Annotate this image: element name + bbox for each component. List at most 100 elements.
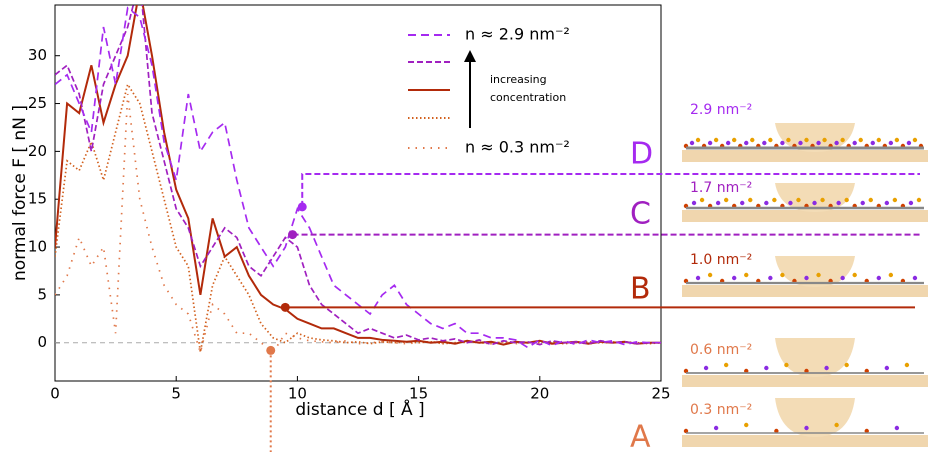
- molecule: [691, 200, 697, 206]
- concentration-label: 0.3 nm⁻²: [690, 402, 752, 418]
- substrate: [682, 285, 928, 297]
- molecule: [788, 200, 793, 206]
- molecule: [744, 140, 749, 146]
- molecule: [876, 137, 881, 143]
- marker: [266, 345, 276, 355]
- substrate: [682, 435, 928, 447]
- molecule: [683, 428, 689, 434]
- molecule: [894, 137, 900, 143]
- molecule: [852, 272, 857, 278]
- tip: [775, 398, 855, 437]
- molecule: [723, 362, 729, 368]
- molecule: [744, 272, 749, 278]
- legend-label: n ≈ 0.3 nm⁻²: [465, 138, 570, 157]
- molecule: [786, 137, 791, 143]
- molecule: [764, 200, 769, 206]
- molecule: [689, 140, 695, 146]
- molecule: [804, 425, 809, 431]
- series-group: [55, 5, 661, 356]
- molecule: [836, 200, 841, 206]
- molecule: [892, 197, 898, 203]
- concentration-label: 1.0 nm⁻²: [690, 252, 752, 268]
- y-tick-label: 20: [28, 142, 47, 160]
- molecule: [834, 422, 839, 428]
- molecule: [888, 272, 894, 278]
- molecule: [744, 368, 749, 374]
- y-tick-label: 5: [37, 285, 47, 303]
- molecule: [732, 275, 737, 281]
- x-tick-label: 15: [409, 385, 428, 403]
- molecule: [858, 137, 863, 143]
- molecule: [864, 368, 869, 374]
- molecule: [822, 137, 827, 143]
- y-tick-label: 30: [28, 46, 47, 64]
- molecule: [912, 137, 918, 143]
- plot-area: 0 5 10 15 20 25 0 5 10 15 20 25 30 n ≈ 2.9 nm⁻² n ≈ 0.…: [28, 4, 920, 452]
- molecule: [876, 275, 881, 281]
- molecule: [707, 272, 713, 278]
- molecule: [908, 200, 914, 206]
- molecule: [740, 200, 745, 206]
- molecule: [699, 197, 705, 203]
- molecule: [820, 197, 825, 203]
- tip: [775, 338, 855, 377]
- molecule: [870, 140, 875, 146]
- plot-frame: [54, 4, 662, 382]
- molecule: [683, 368, 689, 374]
- marker: [288, 230, 298, 240]
- molecule: [750, 137, 755, 143]
- y-tick-label: 0: [37, 333, 47, 351]
- panel-letter: D: [630, 137, 653, 172]
- legend-label: n ≈ 2.9 nm⁻²: [465, 25, 570, 44]
- x-tick-label: 0: [50, 385, 60, 403]
- panel-letter: B: [630, 272, 651, 307]
- panel-letter: C: [630, 197, 651, 232]
- y-axis-label: normal force F [ nN ]: [10, 105, 30, 281]
- molecule: [894, 425, 900, 431]
- molecule: [780, 140, 785, 146]
- molecule: [774, 428, 779, 434]
- molecule: [840, 137, 845, 143]
- molecule: [888, 140, 894, 146]
- substrate: [682, 375, 928, 387]
- molecule: [816, 272, 821, 278]
- molecule: [804, 275, 809, 281]
- molecule: [906, 140, 912, 146]
- molecule: [834, 140, 839, 146]
- molecule: [798, 140, 803, 146]
- legend-note: concentration: [490, 91, 566, 104]
- molecule: [812, 200, 817, 206]
- concentration-label: 1.7 nm⁻²: [690, 180, 752, 196]
- molecule: [703, 365, 709, 371]
- marker: [297, 202, 307, 212]
- x-tick-label: 25: [651, 385, 670, 403]
- molecule: [772, 197, 777, 203]
- molecule: [695, 275, 701, 281]
- connector: [301, 173, 920, 207]
- concentration-label: 0.6 nm⁻²: [690, 342, 752, 358]
- substrate: [682, 150, 928, 162]
- molecule: [695, 137, 701, 143]
- molecule: [840, 275, 845, 281]
- molecule: [732, 137, 737, 143]
- molecule: [804, 137, 809, 143]
- molecule: [723, 197, 729, 203]
- molecule: [707, 140, 713, 146]
- arrow-head: [464, 50, 476, 62]
- panel-letter: A: [630, 420, 651, 452]
- concentration-label: 2.9 nm⁻²: [690, 102, 752, 118]
- molecule: [904, 362, 910, 368]
- tip: [775, 183, 855, 212]
- molecule: [744, 422, 749, 428]
- molecule: [784, 362, 789, 368]
- molecule: [916, 197, 922, 203]
- molecule: [868, 197, 873, 203]
- molecule: [912, 275, 918, 281]
- molecule: [713, 425, 719, 431]
- molecule: [715, 200, 721, 206]
- molecule: [884, 365, 890, 371]
- molecule: [713, 137, 719, 143]
- series-line: [55, 5, 661, 346]
- x-tick-label: 20: [530, 385, 549, 403]
